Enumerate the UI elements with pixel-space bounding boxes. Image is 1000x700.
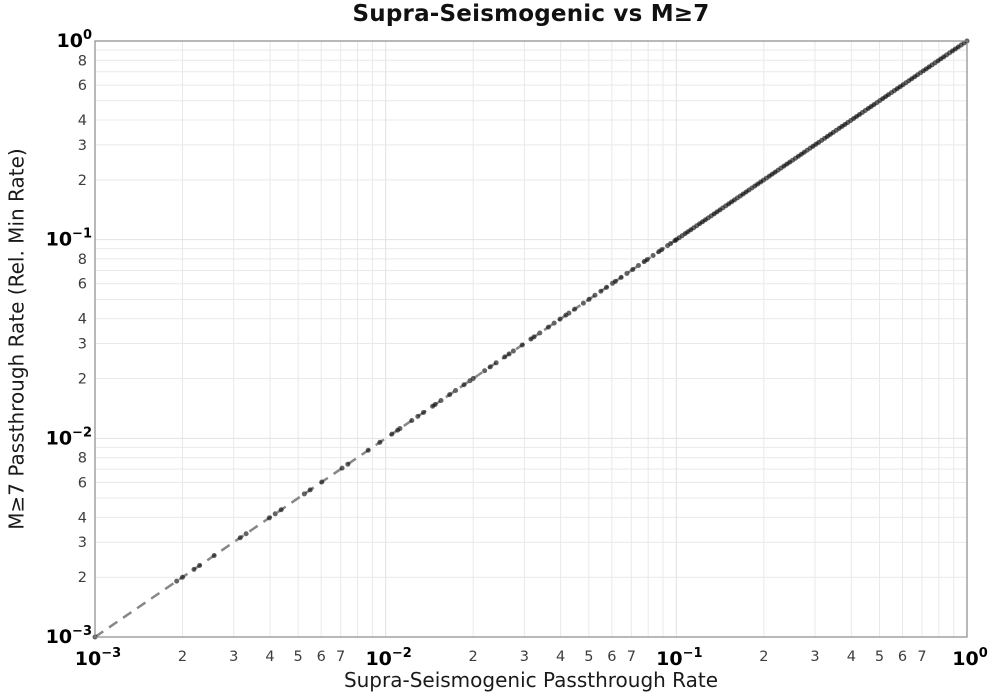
scatter-points [92,38,970,640]
x-axis-label: Supra-Seismogenic Passthrough Rate [343,668,719,692]
gridlines [94,40,968,638]
y-axis-label: M≥7 Passthrough Rate (Rel. Min Rate) [2,41,32,637]
y-tick-labels: 10−3 10−2 10−1 100 2 3 4 6 8 2 3 4 6 8 2 3 4 6 8 [46,28,92,648]
svg-text:3: 3 [520,649,529,665]
svg-text:10−1: 10−1 [46,227,92,251]
svg-text:8: 8 [78,451,87,467]
svg-text:4: 4 [78,113,87,129]
svg-text:3: 3 [78,337,87,353]
svg-text:2: 2 [178,649,187,665]
svg-text:6: 6 [78,78,87,94]
svg-text:2: 2 [469,649,478,665]
y-axis-label-text: M≥7 Passthrough Rate (Rel. Min Rate) [5,148,29,530]
svg-text:5: 5 [875,649,884,665]
svg-text:2: 2 [78,173,87,189]
svg-text:10−2: 10−2 [365,646,411,670]
svg-text:4: 4 [78,510,87,526]
svg-text:8: 8 [78,53,87,69]
plot-frame [94,40,968,638]
svg-text:6: 6 [607,649,616,665]
svg-text:6: 6 [898,649,907,665]
svg-text:100: 100 [952,646,988,670]
svg-text:3: 3 [229,649,238,665]
svg-text:2: 2 [78,372,87,388]
chart-title: Supra-Seismogenic vs M≥7 [352,1,710,27]
svg-text:10−1: 10−1 [656,646,702,670]
svg-text:3: 3 [810,649,819,665]
svg-text:7: 7 [627,649,636,665]
svg-text:10−2: 10−2 [46,425,92,449]
svg-text:6: 6 [317,649,326,665]
svg-text:4: 4 [556,649,565,665]
svg-text:4: 4 [265,649,274,665]
svg-text:10−3: 10−3 [75,646,121,670]
svg-text:6: 6 [78,475,87,491]
svg-text:5: 5 [584,649,593,665]
svg-text:7: 7 [336,649,345,665]
svg-text:3: 3 [78,535,87,551]
svg-text:100: 100 [57,28,93,52]
svg-text:2: 2 [78,570,87,586]
svg-text:8: 8 [78,252,87,268]
svg-text:4: 4 [847,649,856,665]
svg-text:6: 6 [78,277,87,293]
svg-text:4: 4 [78,312,87,328]
svg-text:7: 7 [917,649,926,665]
svg-text:2: 2 [759,649,768,665]
svg-text:3: 3 [78,138,87,154]
svg-text:5: 5 [294,649,303,665]
svg-text:10−3: 10−3 [46,624,92,648]
